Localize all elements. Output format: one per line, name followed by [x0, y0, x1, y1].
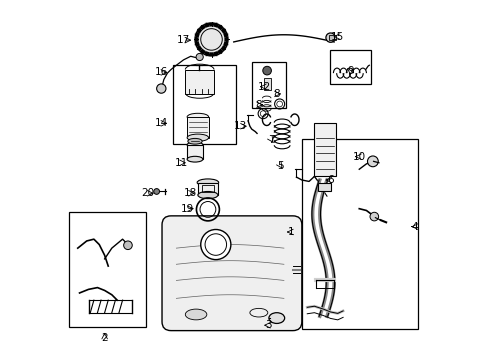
Bar [314, 123, 335, 176]
Circle shape [201, 229, 230, 260]
Text: 8: 8 [273, 89, 280, 99]
Ellipse shape [187, 156, 203, 162]
Bar [328, 35, 335, 40]
Ellipse shape [187, 138, 202, 144]
Wedge shape [208, 52, 214, 57]
Bar [185, 69, 214, 94]
Wedge shape [194, 32, 200, 37]
Wedge shape [223, 32, 228, 37]
Bar [202, 185, 213, 192]
Bar [263, 78, 270, 90]
Text: 13: 13 [234, 121, 247, 131]
Text: 8: 8 [255, 100, 262, 110]
Text: 1: 1 [287, 227, 294, 237]
Ellipse shape [187, 113, 208, 121]
Bar [329, 50, 370, 84]
Text: 15: 15 [330, 32, 344, 41]
Text: 16: 16 [154, 67, 167, 77]
Ellipse shape [187, 142, 203, 148]
Text: 7: 7 [267, 135, 274, 145]
Bar [317, 183, 330, 192]
Text: 6: 6 [326, 175, 333, 185]
Wedge shape [199, 24, 205, 30]
Wedge shape [217, 49, 223, 55]
Text: 11: 11 [174, 158, 187, 168]
Ellipse shape [197, 179, 218, 186]
Text: 9: 9 [346, 66, 353, 76]
Ellipse shape [185, 309, 206, 320]
Circle shape [123, 241, 132, 249]
Text: 10: 10 [352, 152, 365, 162]
Wedge shape [223, 41, 228, 47]
Wedge shape [213, 22, 219, 28]
Circle shape [367, 156, 378, 167]
Circle shape [196, 53, 203, 60]
Bar [198, 183, 218, 195]
Bar [187, 145, 203, 159]
Circle shape [153, 189, 159, 194]
Bar [301, 139, 418, 329]
Circle shape [196, 24, 226, 54]
Text: 12: 12 [257, 82, 270, 92]
Bar [187, 117, 208, 138]
Wedge shape [203, 51, 209, 57]
Wedge shape [220, 45, 226, 51]
Wedge shape [194, 41, 200, 47]
Wedge shape [203, 22, 209, 28]
Ellipse shape [198, 192, 218, 199]
Bar [69, 212, 145, 327]
Wedge shape [196, 27, 202, 33]
Wedge shape [224, 37, 228, 42]
Wedge shape [213, 51, 219, 57]
Text: 20: 20 [141, 188, 154, 198]
FancyBboxPatch shape [162, 216, 301, 330]
Text: 18: 18 [183, 188, 196, 198]
Circle shape [262, 66, 271, 75]
Ellipse shape [268, 313, 284, 323]
Circle shape [325, 33, 335, 42]
Text: 2: 2 [101, 333, 108, 343]
Text: 5: 5 [277, 161, 283, 171]
Text: 14: 14 [154, 118, 167, 128]
Ellipse shape [187, 134, 208, 141]
Wedge shape [194, 37, 198, 42]
Bar [251, 62, 285, 108]
Wedge shape [220, 27, 226, 33]
Wedge shape [208, 22, 214, 27]
Wedge shape [199, 49, 205, 55]
Circle shape [156, 84, 165, 93]
Circle shape [369, 212, 378, 221]
Text: 19: 19 [181, 204, 194, 214]
Wedge shape [217, 24, 223, 30]
Bar [172, 65, 235, 144]
Text: 3: 3 [265, 320, 272, 330]
Text: 17: 17 [177, 35, 190, 45]
Wedge shape [196, 45, 202, 51]
Text: 4: 4 [411, 222, 417, 231]
